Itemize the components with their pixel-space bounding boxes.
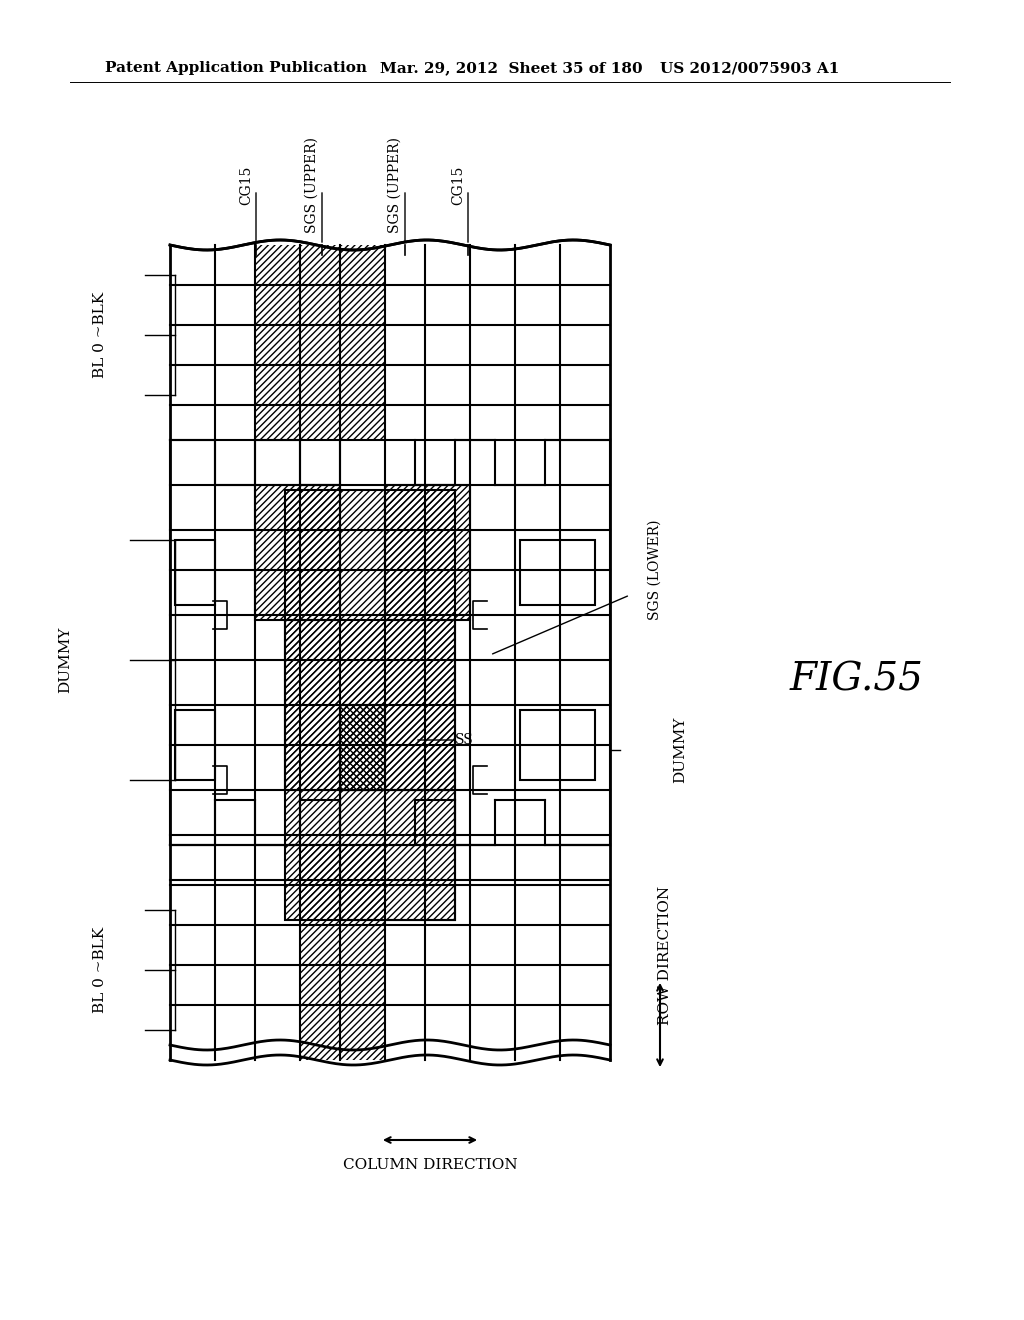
Text: CG15: CG15 [239,165,253,205]
Text: US 2012/0075903 A1: US 2012/0075903 A1 [660,61,840,75]
Text: COLUMN DIRECTION: COLUMN DIRECTION [343,1158,517,1172]
Text: SGS (UPPER): SGS (UPPER) [305,137,319,234]
Bar [255,484,340,620]
Text: Mar. 29, 2012  Sheet 35 of 180: Mar. 29, 2012 Sheet 35 of 180 [380,61,643,75]
Text: DUMMY: DUMMY [58,627,72,693]
Text: SGS (LOWER): SGS (LOWER) [648,520,662,620]
Bar [340,789,455,920]
Bar [300,845,385,1060]
Text: Patent Application Publication: Patent Application Publication [105,61,367,75]
Bar [285,620,455,920]
Bar [520,540,595,605]
Bar [385,484,470,620]
Text: SGS (UPPER): SGS (UPPER) [388,137,402,234]
Text: SS: SS [455,733,474,747]
Text: ROW DIRECTION: ROW DIRECTION [658,886,672,1026]
Bar [255,246,300,440]
Text: BL 0 ~BLK: BL 0 ~BLK [93,927,106,1012]
Bar [520,710,595,780]
Bar [285,490,455,789]
Bar [340,705,385,789]
Bar [175,710,215,780]
Text: CG15: CG15 [451,165,465,205]
Text: DUMMY: DUMMY [673,717,687,783]
Text: BL 0 ~BLK: BL 0 ~BLK [93,292,106,378]
Text: FIG.55: FIG.55 [790,661,924,698]
Bar [175,540,215,605]
Bar [300,246,385,440]
